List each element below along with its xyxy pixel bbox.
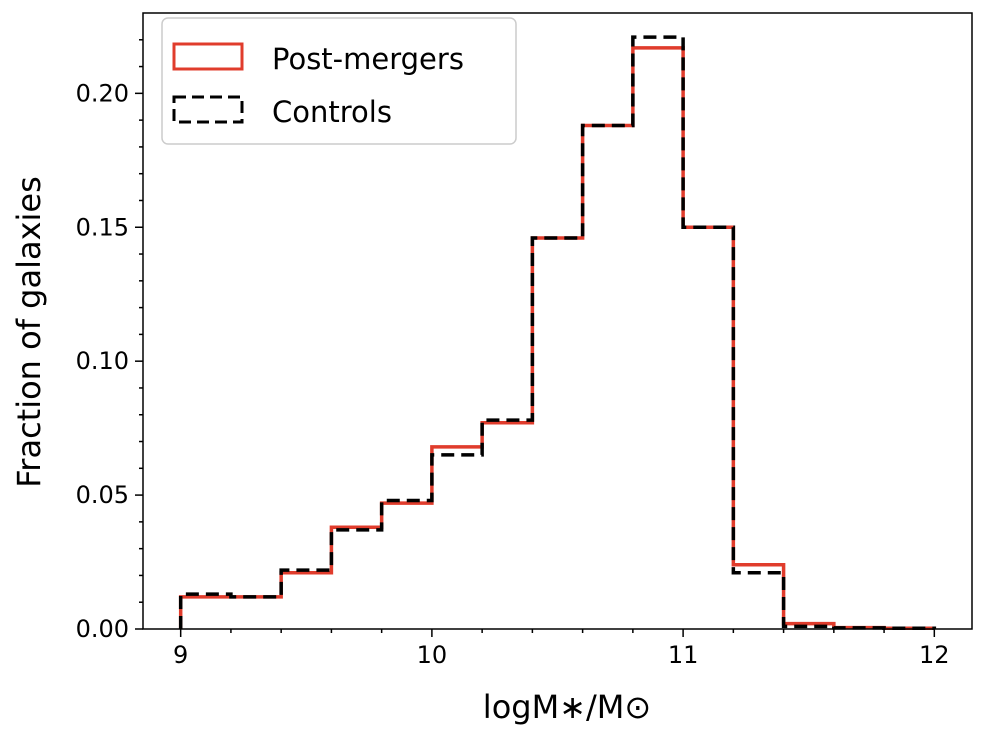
- legend: Post-mergers Controls: [161, 17, 517, 145]
- plot-area: [178, 35, 937, 630]
- y-tick-label: 0.05: [76, 481, 129, 509]
- x-axis-label: logM∗/M⊙: [483, 688, 651, 726]
- legend-swatch-post-mergers: [172, 42, 244, 71]
- y-axis-label: Fraction of galaxies: [10, 176, 48, 488]
- series-controls: [178, 35, 937, 630]
- plot-frame: [142, 12, 973, 630]
- legend-label-controls: Controls: [272, 95, 392, 129]
- legend-label-post-mergers: Post-mergers: [272, 42, 464, 76]
- x-tick-label: 10: [417, 641, 448, 669]
- y-tick-label: 0.15: [76, 213, 129, 241]
- x-tick-label: 9: [173, 641, 188, 669]
- x-tick-label: 11: [668, 641, 699, 669]
- legend-swatch-controls: [172, 95, 244, 124]
- y-tick-label: 0.10: [76, 347, 129, 375]
- series-post-mergers: [178, 46, 937, 630]
- x-axis: 9 10 11 12: [173, 629, 950, 669]
- y-axis: 0.00 0.05 0.10 0.15 0.20: [76, 39, 143, 643]
- x-tick-label: 12: [919, 641, 950, 669]
- y-tick-label: 0.00: [76, 615, 129, 643]
- legend-frame: [161, 17, 517, 145]
- y-tick-label: 0.20: [76, 79, 129, 107]
